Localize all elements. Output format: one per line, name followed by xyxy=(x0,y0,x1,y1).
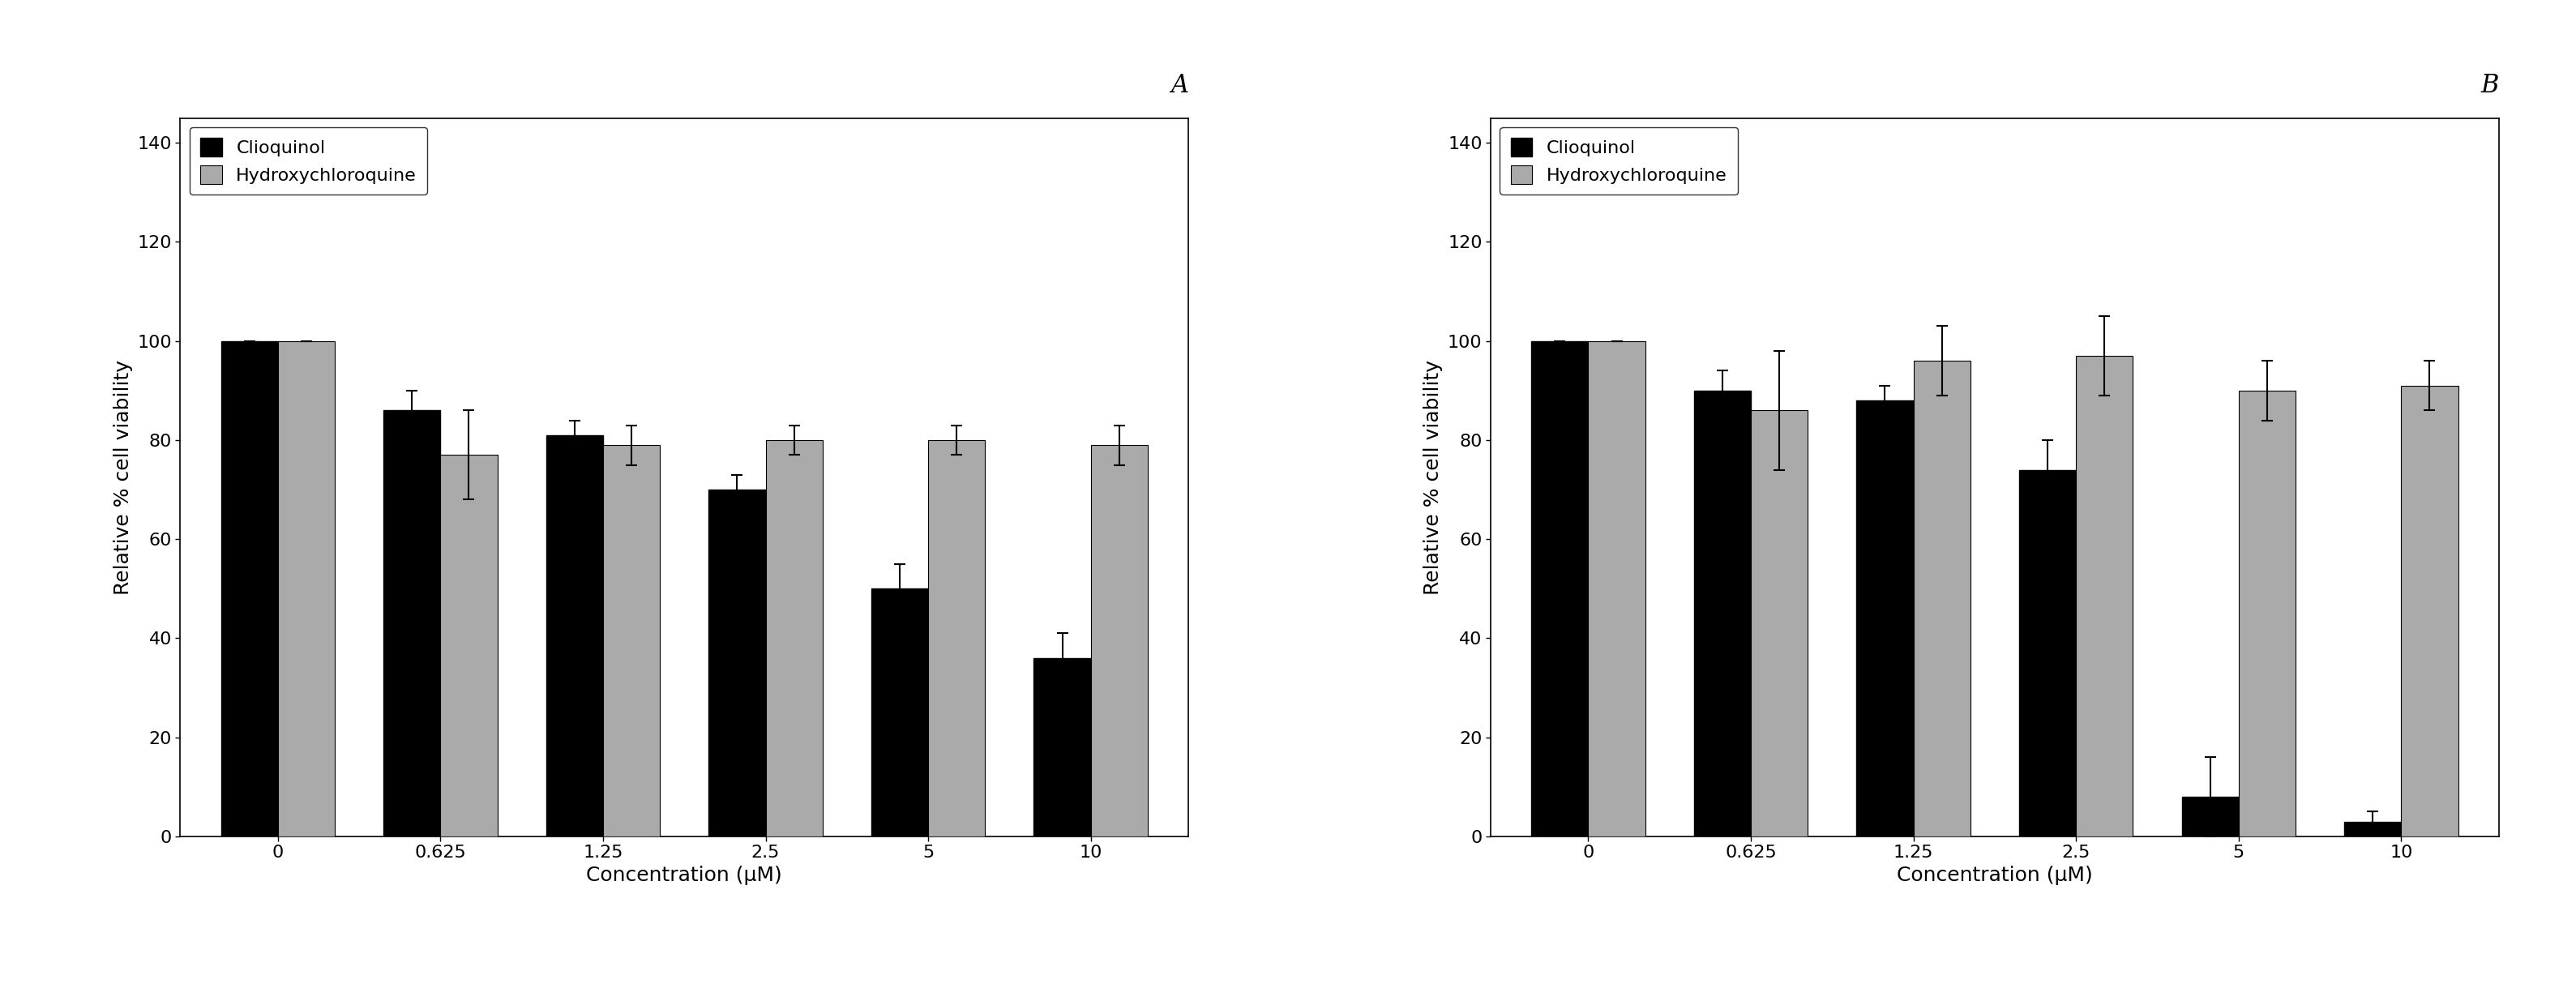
Bar xyxy=(546,435,603,836)
Bar xyxy=(1589,341,1646,836)
Bar xyxy=(222,341,278,836)
Y-axis label: Relative % cell viability: Relative % cell viability xyxy=(1425,360,1443,594)
Bar xyxy=(2076,356,2133,836)
Bar xyxy=(1857,400,1914,836)
Bar xyxy=(278,341,335,836)
Bar xyxy=(1090,445,1149,836)
Bar xyxy=(927,440,984,836)
Y-axis label: Relative % cell viability: Relative % cell viability xyxy=(113,360,134,594)
Bar xyxy=(1530,341,1589,836)
Legend: Clioquinol, Hydroxychloroquine: Clioquinol, Hydroxychloroquine xyxy=(188,127,428,195)
Text: B: B xyxy=(2481,73,2499,97)
Bar xyxy=(708,490,765,836)
Bar xyxy=(440,455,497,836)
Text: A: A xyxy=(1170,73,1188,97)
Bar xyxy=(2020,469,2076,836)
Bar xyxy=(1914,361,1971,836)
Bar xyxy=(2344,822,2401,836)
Bar xyxy=(1752,410,1808,836)
Bar xyxy=(603,445,659,836)
Bar xyxy=(765,440,822,836)
Bar xyxy=(871,588,927,836)
Bar xyxy=(2182,797,2239,836)
Bar xyxy=(1695,391,1752,836)
Legend: Clioquinol, Hydroxychloroquine: Clioquinol, Hydroxychloroquine xyxy=(1499,127,1739,195)
Bar xyxy=(2401,386,2458,836)
X-axis label: Concentration (μM): Concentration (μM) xyxy=(587,866,783,885)
Bar xyxy=(1033,658,1090,836)
Bar xyxy=(2239,391,2295,836)
X-axis label: Concentration (μM): Concentration (μM) xyxy=(1896,866,2092,885)
Bar xyxy=(384,410,440,836)
